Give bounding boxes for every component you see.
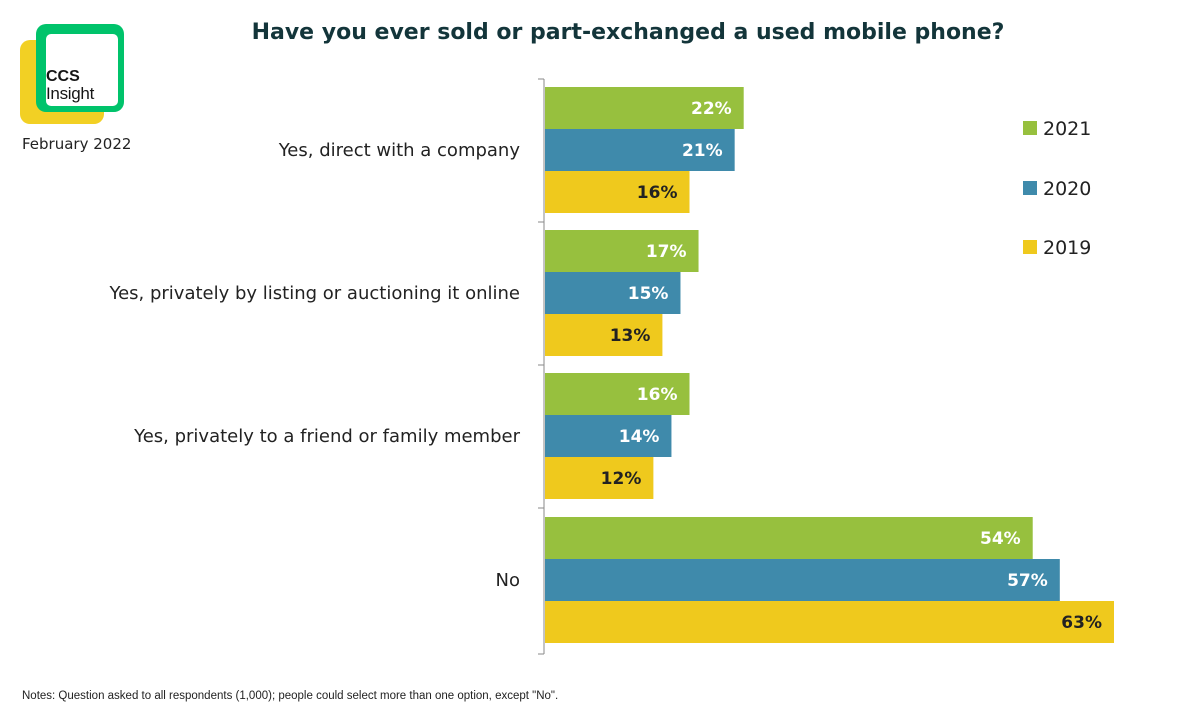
bar-2021 [545, 517, 1033, 559]
logo-text-line2: Insight [46, 84, 94, 103]
data-label: 13% [610, 326, 651, 346]
bar-2020 [545, 129, 735, 171]
category-label: Yes, privately to a friend or family mem… [133, 426, 520, 447]
category-label: No [496, 570, 520, 591]
bar-2020 [545, 272, 681, 314]
legend-label-2019: 2019 [1043, 237, 1091, 259]
legend-label-2021: 2021 [1043, 118, 1091, 140]
legend-swatch-2020 [1023, 181, 1037, 195]
data-label: 15% [628, 284, 669, 304]
data-label: 16% [637, 183, 678, 203]
bar-2019 [545, 601, 1114, 643]
data-label: 21% [682, 141, 723, 161]
bar-2021 [545, 373, 690, 415]
bar-2020 [545, 559, 1060, 601]
data-label: 17% [646, 242, 687, 262]
bar-2019 [545, 457, 654, 499]
data-label: 57% [1007, 571, 1048, 591]
bar-2020 [545, 415, 672, 457]
bar-2019 [545, 314, 663, 356]
data-label: 16% [637, 385, 678, 405]
legend-label-2020: 2020 [1043, 178, 1091, 200]
category-label: Yes, privately by listing or auctioning … [108, 283, 520, 304]
data-label: 54% [980, 529, 1021, 549]
data-label: 14% [619, 427, 660, 447]
bar-2021 [545, 230, 699, 272]
bar-2019 [545, 171, 690, 213]
logo-text-line1: CCS [46, 68, 80, 85]
logo-white-panel [46, 34, 118, 106]
ccs-insight-logo: CCS Insight [20, 24, 124, 128]
data-label: 22% [691, 99, 732, 119]
data-label: 63% [1061, 613, 1102, 633]
legend-swatch-2019 [1023, 240, 1037, 254]
report-date: February 2022 [22, 135, 132, 153]
logo-text: CCS Insight [46, 68, 94, 102]
legend-swatch-2021 [1023, 121, 1037, 135]
chart-title: Have you ever sold or part-exchanged a u… [251, 20, 1005, 45]
bar-2021 [545, 87, 744, 129]
data-label: 12% [601, 469, 642, 489]
footnote: Notes: Question asked to all respondents… [22, 690, 559, 702]
category-label: Yes, direct with a company [278, 140, 521, 161]
